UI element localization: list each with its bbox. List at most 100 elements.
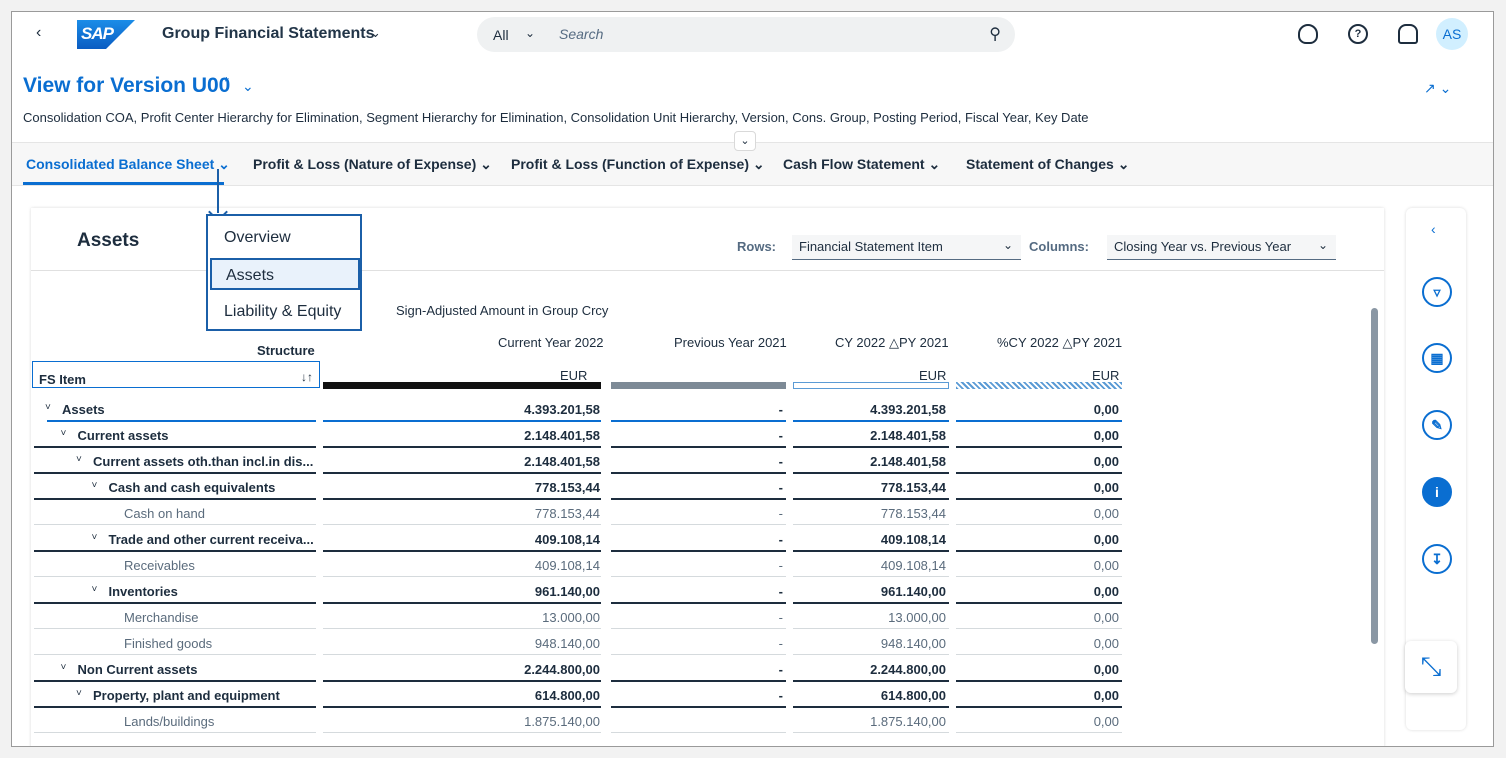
col-header-current-year[interactable]: Current Year 2022 <box>498 335 604 350</box>
sap-logo[interactable]: SAP <box>77 20 135 49</box>
cell-divider <box>611 706 786 708</box>
vertical-scrollbar[interactable] <box>1371 308 1378 644</box>
table-row[interactable]: Receivables 409.108,14 - 409.108,14 0,00 <box>12 551 1132 577</box>
menu-item-assets[interactable]: Assets <box>210 258 360 290</box>
avatar[interactable]: AS <box>1436 18 1468 50</box>
row-divider <box>34 628 316 629</box>
table-cell: 2.244.800,00 <box>524 662 600 677</box>
fs-item-label: FS Item <box>39 372 86 387</box>
expand-caret-icon[interactable]: ˅ <box>91 584 98 595</box>
tab-profit-loss-nature[interactable]: Profit & Loss (Nature of Expense) ⌄ <box>253 156 492 173</box>
search-field[interactable]: All ⌄ Search ⚲ <box>477 17 1015 52</box>
chevron-down-icon: ⌄ <box>1002 238 1013 252</box>
share-icon[interactable]: ↗ ⌄ <box>1424 80 1452 96</box>
tab-statement-of-changes[interactable]: Statement of Changes ⌄ <box>966 156 1129 173</box>
app-title[interactable]: Group Financial Statements <box>162 25 375 42</box>
fs-item-header[interactable]: FS Item ↓↑ <box>32 361 320 388</box>
table-cell: 409.108,14 <box>880 558 946 573</box>
sort-icon[interactable]: ↓↑ <box>301 370 313 384</box>
cell-divider <box>611 680 786 682</box>
headset-icon[interactable] <box>1298 24 1318 44</box>
table-cell: 2.148.401,58 <box>524 454 600 469</box>
search-icon[interactable]: ⚲ <box>989 26 1001 43</box>
table-cell: 778.153,44 <box>880 506 946 521</box>
rows-select[interactable]: Financial Statement Item ⌄ <box>792 235 1021 260</box>
chevron-down-icon: ⌄ <box>480 156 492 172</box>
row-label: Trade and other current receiva... <box>108 532 314 547</box>
table-row[interactable]: ˅ Non Current assets 2.244.800,00 - 2.244.80… <box>12 655 1132 682</box>
collapse-header-button[interactable]: ⌄ <box>734 131 756 151</box>
card-header: Assets Rows: Financial Statement Item ⌄ … <box>31 208 1384 271</box>
table-row[interactable]: Cash on hand 778.153,44 - 778.153,44 0,00 <box>12 499 1132 525</box>
table-cell: - <box>778 428 783 443</box>
expand-caret-icon[interactable]: ˅ <box>91 532 98 543</box>
expand-caret-icon[interactable]: ˅ <box>45 402 51 413</box>
expand-caret-icon[interactable]: ˅ <box>60 662 67 673</box>
bell-icon[interactable] <box>1398 24 1418 44</box>
table-cell: 778.153,44 <box>880 480 946 495</box>
table-row[interactable]: Finished goods 948.140,00 - 948.140,00 0,00 <box>12 629 1132 655</box>
callout-arrow <box>217 169 219 213</box>
search-scope[interactable]: All <box>493 27 509 43</box>
download-icon[interactable]: ↧ <box>1422 544 1452 574</box>
expand-caret-icon[interactable]: ˅ <box>76 454 82 465</box>
cell-divider <box>793 420 949 422</box>
chevron-down-icon[interactable]: ⌄ <box>525 26 536 40</box>
tab-consolidated-balance-sheet[interactable]: Consolidated Balance Sheet ⌄ <box>26 156 230 173</box>
chevron-down-icon[interactable]: ⌄ <box>370 25 381 40</box>
tab-label: Statement of Changes <box>966 156 1114 172</box>
expand-caret-icon[interactable]: ˅ <box>91 480 98 491</box>
expand-caret-icon[interactable]: ˅ <box>76 688 82 699</box>
table-cell: 0,00 <box>1093 558 1119 573</box>
expand-caret-icon[interactable]: ˅ <box>60 428 67 439</box>
search-input[interactable]: Search <box>559 26 604 42</box>
cell-divider <box>956 472 1122 474</box>
table-row[interactable]: ˅ Current assets 2.148.401,58 - 2.148.401,58… <box>12 421 1132 448</box>
table-row[interactable]: ˅ Assets 4.393.201,58 - 4.393.201,58 0,00 <box>12 395 1132 422</box>
row-label: Cash on hand <box>124 506 205 521</box>
unit-delta: EUR <box>919 368 947 383</box>
table-cell: 948.140,00 <box>880 636 946 651</box>
info-icon[interactable]: i <box>1422 477 1452 507</box>
table-cell: 0,00 <box>1093 636 1119 651</box>
table-row[interactable]: Merchandise 13.000,00 - 13.000,00 0,00 <box>12 603 1132 629</box>
table-cell: - <box>778 636 783 651</box>
filter-add-icon[interactable]: ▿ <box>1422 277 1452 307</box>
page-title[interactable]: View for Version U00 <box>23 74 231 97</box>
table-row[interactable]: ˅ Trade and other current receiva... 409.1… <box>12 525 1132 552</box>
table-row[interactable]: ˅ Current assets oth.than incl.in dis... 2… <box>12 447 1132 474</box>
table-row[interactable]: ˅ Inventories 961.140,00 - 961.140,00 0,00 <box>12 577 1132 604</box>
cell-divider <box>323 602 601 604</box>
table-cell: 0,00 <box>1093 584 1119 599</box>
shell-bar: ‹ SAP Group Financial Statements ⌄ All ⌄… <box>12 12 1493 56</box>
row-label: Lands/buildings <box>124 714 215 729</box>
table-cell: - <box>778 558 783 573</box>
col-header-pct-delta[interactable]: %CY 2022 △PY 2021 <box>997 335 1123 350</box>
tab-profit-loss-function[interactable]: Profit & Loss (Function of Expense) ⌄ <box>511 156 765 173</box>
chevron-left-icon[interactable]: ‹ <box>1431 221 1436 237</box>
tab-cash-flow-statement[interactable]: Cash Flow Statement ⌄ <box>783 156 940 173</box>
table-row[interactable]: Lands/buildings 1.875.140,00 1.875.140,00 0… <box>12 707 1132 733</box>
menu-item-liability-equity[interactable]: Liability & Equity <box>224 303 342 320</box>
back-icon[interactable]: ‹ <box>36 24 42 41</box>
edit-icon[interactable]: ✎ <box>1422 410 1452 440</box>
columns-select[interactable]: Closing Year vs. Previous Year ⌄ <box>1107 235 1336 260</box>
chevron-down-icon[interactable]: ⌄ <box>242 78 254 94</box>
chevron-down-icon: ⌄ <box>1117 156 1130 172</box>
col-header-delta[interactable]: CY 2022 △PY 2021 <box>835 335 949 350</box>
menu-item-overview[interactable]: Overview <box>224 229 291 246</box>
cell-divider <box>956 550 1122 552</box>
table-settings-icon[interactable]: ▦ <box>1422 343 1452 373</box>
table-row[interactable]: ˅ Cash and cash equivalents 778.153,44 - 778… <box>12 473 1132 500</box>
col-header-previous-year[interactable]: Previous Year 2021 <box>674 335 787 350</box>
cell-divider <box>956 524 1122 525</box>
table-cell: - <box>778 688 783 703</box>
cell-divider <box>793 602 949 604</box>
help-icon[interactable]: ? <box>1348 24 1368 44</box>
table-row[interactable]: ˅ Property, plant and equipment 614.800,00… <box>12 681 1132 708</box>
expand-icon[interactable]: ⤡ <box>1405 641 1457 693</box>
column-bar-pct-delta <box>956 382 1122 389</box>
chevron-down-icon: ⌄ <box>1317 238 1328 252</box>
cell-divider <box>956 680 1122 682</box>
table-cell: 0,00 <box>1093 402 1119 417</box>
